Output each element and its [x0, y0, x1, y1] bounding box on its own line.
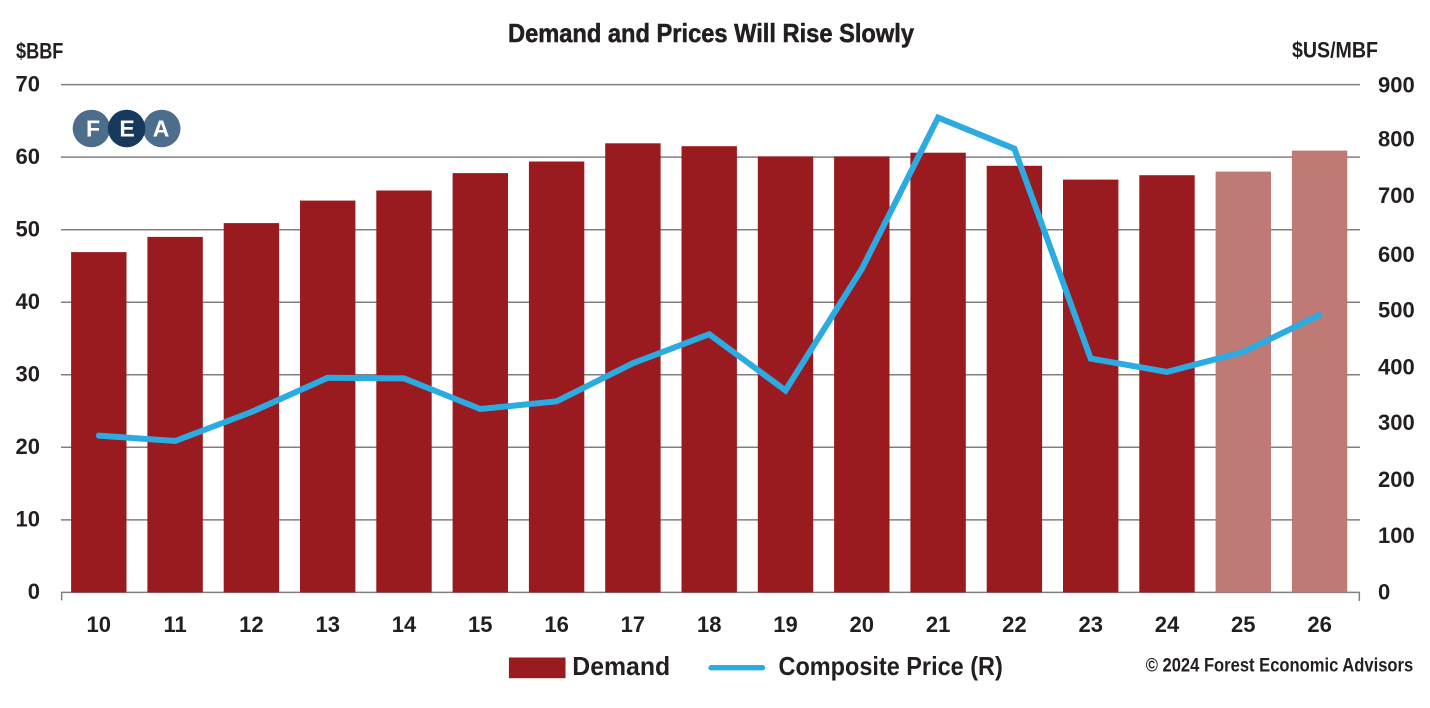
svg-text:50: 50 [16, 217, 40, 242]
svg-text:30: 30 [16, 362, 40, 387]
svg-text:20: 20 [16, 434, 40, 459]
svg-text:23: 23 [1078, 612, 1102, 637]
svg-text:0: 0 [28, 579, 40, 604]
svg-text:17: 17 [621, 612, 645, 637]
svg-text:400: 400 [1378, 355, 1415, 380]
svg-text:18: 18 [697, 612, 721, 637]
svg-text:26: 26 [1307, 612, 1331, 637]
svg-text:16: 16 [544, 612, 568, 637]
svg-text:800: 800 [1378, 127, 1415, 152]
svg-text:300: 300 [1378, 410, 1415, 435]
svg-text:0: 0 [1378, 579, 1390, 604]
svg-text:10: 10 [87, 612, 111, 637]
svg-text:Demand: Demand [572, 651, 670, 681]
svg-text:200: 200 [1378, 467, 1415, 492]
svg-text:A: A [153, 115, 170, 141]
svg-text:10: 10 [16, 507, 40, 532]
svg-text:F: F [86, 115, 100, 141]
svg-text:11: 11 [163, 612, 186, 637]
svg-text:15: 15 [468, 612, 492, 637]
svg-text:Demand and Prices Will Rise Sl: Demand and Prices Will Rise Slowly [508, 18, 914, 48]
svg-text:60: 60 [16, 144, 40, 169]
svg-text:700: 700 [1378, 183, 1415, 208]
svg-text:100: 100 [1378, 523, 1415, 548]
svg-text:Composite Price (R): Composite Price (R) [779, 651, 1003, 681]
svg-text:$US/MBF: $US/MBF [1292, 37, 1378, 62]
svg-text:24: 24 [1155, 612, 1180, 637]
svg-text:E: E [119, 115, 134, 141]
svg-text:13: 13 [315, 612, 339, 637]
svg-text:21: 21 [926, 612, 950, 637]
svg-text:500: 500 [1378, 297, 1415, 322]
svg-text:12: 12 [239, 612, 263, 637]
svg-text:© 2024 Forest Economic Advisor: © 2024 Forest Economic Advisors [1146, 656, 1414, 677]
svg-text:22: 22 [1002, 612, 1026, 637]
svg-text:25: 25 [1231, 612, 1255, 637]
svg-text:14: 14 [392, 612, 417, 637]
svg-text:$BBF: $BBF [16, 38, 63, 63]
svg-text:40: 40 [16, 289, 40, 314]
svg-text:900: 900 [1378, 72, 1415, 97]
svg-text:70: 70 [16, 71, 40, 96]
svg-text:600: 600 [1378, 242, 1415, 267]
svg-text:19: 19 [773, 612, 797, 637]
svg-text:20: 20 [850, 612, 874, 637]
